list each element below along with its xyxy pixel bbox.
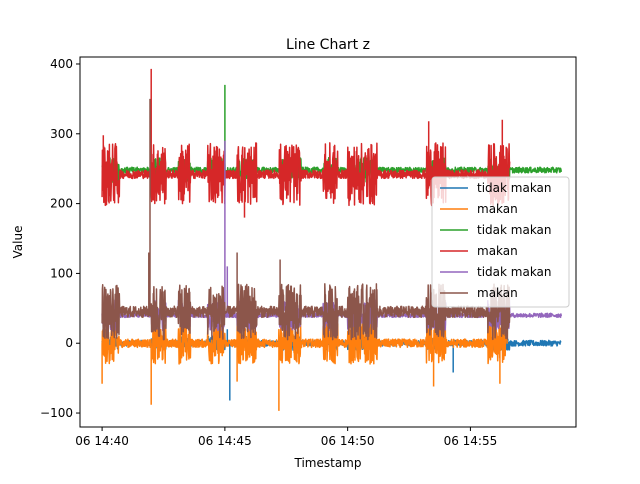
y-axis-label: Value [11, 226, 25, 259]
chart-title: Line Chart z [286, 37, 370, 53]
legend-label-3: makan [477, 244, 518, 258]
plot-frame [79, 56, 577, 428]
legend-label-0: tidak makan [477, 181, 552, 195]
y-tick-label: 200 [50, 197, 73, 211]
x-axis-label: Timestamp [294, 456, 362, 470]
y-tick-label: 0 [65, 336, 73, 350]
x-tick-label: 06 14:45 [198, 434, 252, 448]
y-axis: −100 0 100 200 300 400 [40, 57, 80, 420]
series-line-5 [101, 98, 511, 341]
y-tick-label: 300 [50, 127, 73, 141]
series-line-1 [101, 321, 508, 411]
x-tick-label: 06 14:50 [321, 434, 375, 448]
legend-label-2: tidak makan [477, 223, 552, 237]
x-tick-label: 06 14:40 [75, 434, 129, 448]
y-tick-label: 100 [50, 266, 73, 280]
legend-label-4: tidak makan [477, 265, 552, 279]
legend-label-5: makan [477, 286, 518, 300]
series-line-3 [101, 68, 511, 218]
x-tick-label: 06 14:55 [444, 434, 498, 448]
legend: tidak makan makan tidak makan makan tidak ma… [431, 176, 570, 308]
x-axis: 06 14:40 06 14:45 06 14:50 06 14:55 [75, 427, 497, 448]
legend-label-1: makan [477, 202, 518, 216]
y-tick-label: −100 [40, 406, 73, 420]
y-tick-label: 400 [50, 57, 73, 71]
